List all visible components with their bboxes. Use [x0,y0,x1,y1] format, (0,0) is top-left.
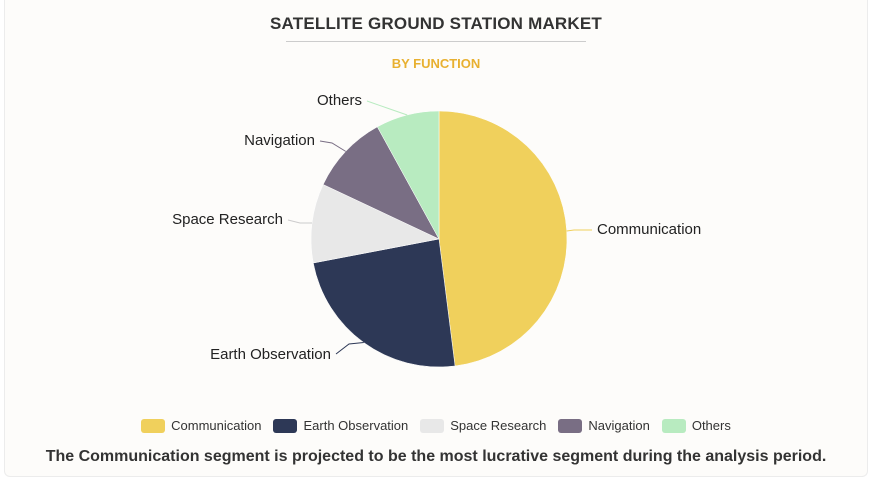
slice-label-others: Others [317,92,362,109]
slice-label-navigation: Navigation [244,132,315,149]
leader-line-others [366,100,408,116]
legend-swatch [273,418,298,433]
legend-item-navigation[interactable]: Navigation [558,418,650,433]
pie-slice-space-research[interactable] [310,184,440,264]
chart-footnote: The Communication segment is projected t… [45,448,827,465]
pie-slice-others[interactable] [376,110,440,240]
pie-slice-earth-observation[interactable] [312,238,456,368]
legend-label: Communication [171,418,262,433]
slice-label-space-research: Space Research [172,211,283,228]
chart-legend: Communication Earth Observation Space Rese… [0,418,872,433]
legend-swatch [558,418,583,433]
title-divider [286,41,586,42]
legend-label: Space Research [450,418,547,433]
legend-item-others[interactable]: Others [661,418,731,433]
chart-subtitle: BY FUNCTION [391,56,481,71]
slice-label-communication: Communication [597,221,701,238]
leader-line-earth-observation [335,342,364,355]
legend-item-communication[interactable]: Communication [141,418,261,433]
pie-slice-navigation[interactable] [322,126,440,240]
legend-item-earth-observation[interactable]: Earth Observation [273,418,408,433]
legend-label: Others [691,418,731,433]
legend-swatch [420,418,445,433]
pie-slice-communication[interactable] [438,110,568,367]
legend-label: Earth Observation [303,418,409,433]
leader-line-communication [566,229,592,232]
legend-label: Navigation [588,418,650,433]
legend-item-space-research[interactable]: Space Research [420,418,546,433]
slice-label-earth-observation: Earth Observation [210,346,331,363]
legend-swatch [661,418,686,433]
leader-line-space-research [287,219,313,224]
legend-swatch [141,418,166,433]
leader-line-navigation [319,140,346,152]
chart-title: SATELLITE GROUND STATION MARKET [269,14,602,33]
